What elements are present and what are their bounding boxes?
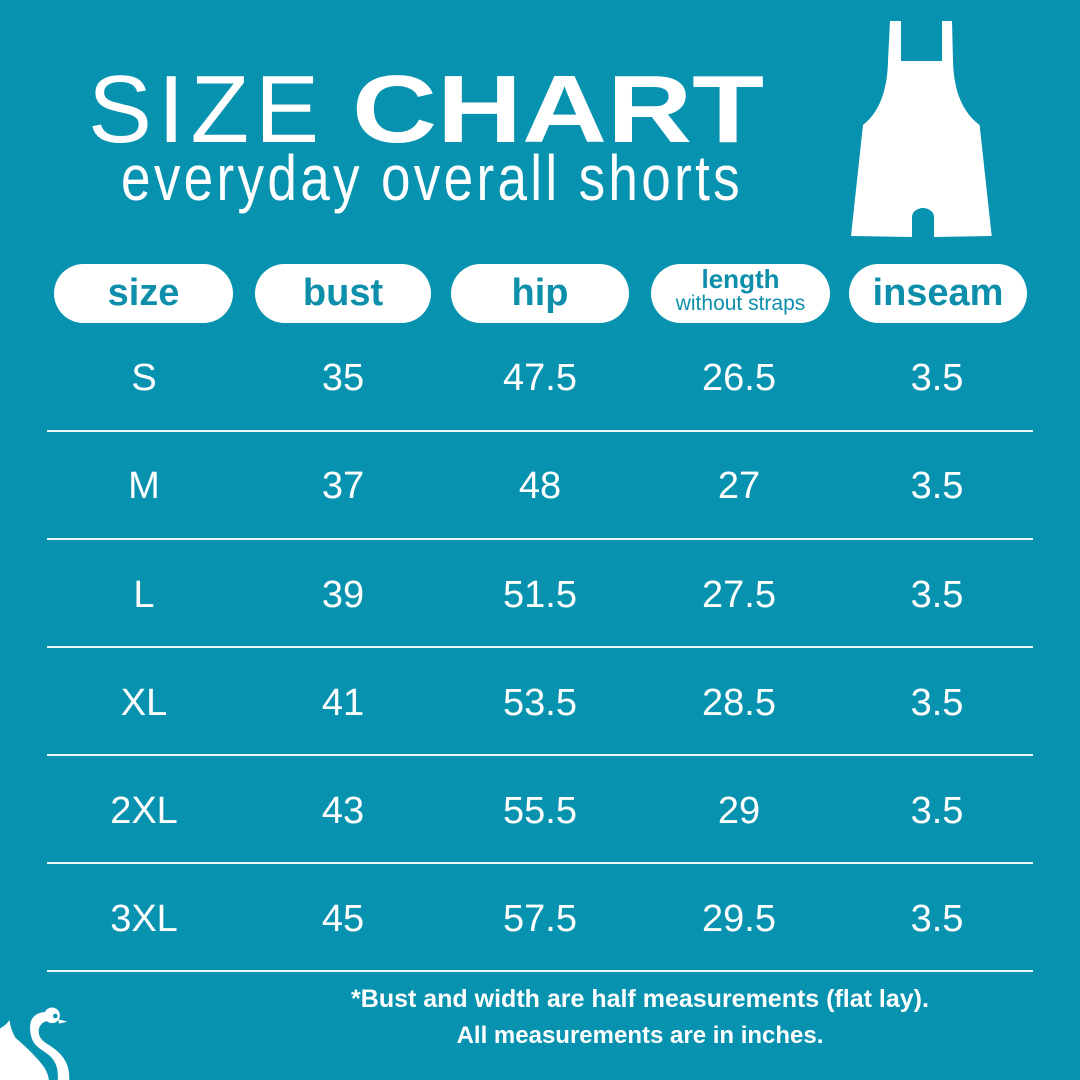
svg-text:SIZE: SIZE	[88, 56, 325, 163]
svg-text:CHART: CHART	[352, 56, 764, 163]
svg-text:everyday overall shorts: everyday overall shorts	[121, 142, 743, 214]
